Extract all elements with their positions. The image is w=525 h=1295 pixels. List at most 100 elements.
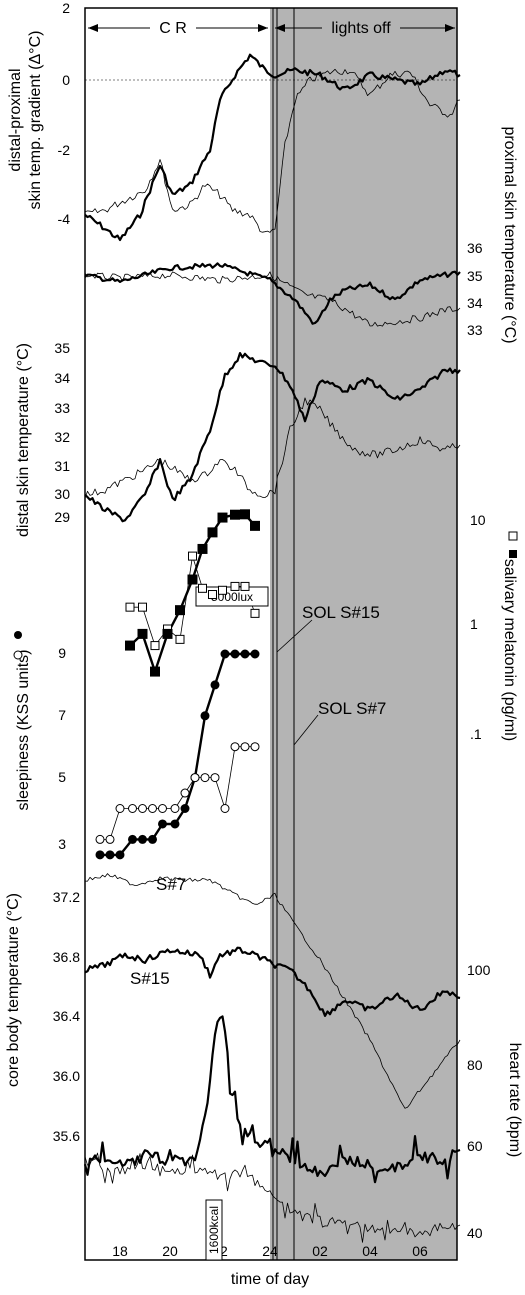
s15-point [220, 649, 230, 659]
heart-axis-label: heart rate (bpm) [506, 1043, 523, 1158]
core-s15-trace [84, 946, 461, 1017]
melatonin-filled-legend-marker [509, 550, 517, 558]
gradient-tick-m4: -4 [58, 211, 71, 227]
gradient-s15-trace [84, 53, 461, 242]
heart-tick-40: 40 [467, 1225, 483, 1241]
gradient-tick-2: 2 [62, 0, 70, 16]
s15-point [240, 649, 250, 659]
proximal-s15-trace [84, 262, 461, 325]
s15-point [128, 834, 137, 844]
s7-line [100, 746, 255, 840]
s15-line [100, 652, 255, 857]
x-axis-label: time of day [231, 1271, 309, 1288]
s15-point [95, 850, 105, 860]
kss-left-ticks: 9 7 5 3 [58, 645, 66, 852]
heart-tick-100: 100 [467, 962, 491, 978]
x-tick-02: 02 [312, 1243, 328, 1259]
gradient-left-ticks: 2 0 -2 -4 [58, 0, 71, 227]
s15-point [138, 834, 147, 844]
s7-point [170, 804, 180, 813]
x-tick-20: 20 [162, 1243, 178, 1259]
core-tick-36.0: 36.0 [53, 1068, 80, 1084]
s15-point [148, 834, 157, 844]
kcal-box [205, 1199, 223, 1261]
heart-tick-80: 80 [467, 1057, 483, 1073]
kss-axis-label: sleepiness (KSS units) [15, 650, 32, 811]
s7-point [240, 742, 250, 752]
s7melatonin-point [138, 602, 147, 612]
gradient-s7-trace [84, 68, 461, 233]
s15melatonin-point [197, 543, 208, 554]
sol15-label: SOL S#15 [302, 603, 380, 622]
lights-off-region [270, 8, 457, 1260]
core-tick-37.2: 37.2 [53, 889, 80, 905]
kss-tick-5: 5 [58, 769, 66, 785]
sol7-label: SOL S#7 [318, 699, 386, 718]
x-tick-06: 06 [412, 1243, 428, 1259]
proximal-tick-34: 34 [467, 295, 483, 311]
kss-tick-3: 3 [58, 836, 66, 852]
s15melatonin-point [230, 509, 240, 520]
distal-tick-34: 34 [54, 370, 70, 386]
heart-s7-trace [84, 1152, 461, 1243]
gradient-axis-label-2: skin temp. gradient (Δ°C) [27, 31, 44, 210]
gradient-axis-label-1: distal-proximal [7, 68, 24, 171]
s7-point [190, 773, 200, 783]
kss-tick-9: 9 [58, 645, 66, 661]
lux-label: 5000lux [211, 590, 253, 604]
s7melatonin-point [240, 581, 250, 591]
s7-label: S#7 [156, 875, 186, 894]
melatonin-open-legend-marker [508, 531, 518, 541]
x-tick-04: 04 [362, 1243, 378, 1259]
core-s7-trace [84, 873, 461, 1109]
distal-tick-31: 31 [54, 458, 70, 474]
s7-point [128, 804, 137, 813]
heart-tick-60: 60 [467, 1138, 483, 1154]
melatonin-right-ticks: 10 1 .1 [470, 512, 486, 742]
distal-tick-30: 30 [54, 486, 70, 502]
s7melatonin-point [218, 585, 227, 595]
s15-point [250, 649, 260, 659]
s15melatonin-point [162, 628, 173, 639]
s7melatonin-point [198, 583, 207, 593]
s7melatonin-point [150, 641, 160, 651]
x-tick-18: 18 [112, 1243, 128, 1259]
cr-label: C R [159, 20, 187, 37]
proximal-axis-label: proximal skin temperature (°C) [501, 126, 518, 343]
proximal-tick-35: 35 [467, 268, 483, 284]
proximal-tick-33: 33 [467, 322, 483, 338]
s7-point [220, 804, 230, 813]
markers [95, 509, 260, 860]
proximal-right-ticks: 36 35 34 33 [467, 240, 483, 338]
kss-tick-7: 7 [58, 707, 66, 723]
s15-point [200, 711, 210, 721]
s7-point [105, 834, 115, 844]
s7melatonin-point [230, 581, 240, 591]
s15melatonin-point [217, 512, 228, 523]
s15melatonin-point [207, 527, 218, 538]
s7-point [250, 742, 260, 752]
plot-frame [84, 7, 458, 1261]
proximal-tick-36: 36 [467, 240, 483, 256]
s7-point [138, 804, 147, 813]
distal-tick-32: 32 [54, 429, 70, 445]
x-tick-24: 24 [262, 1243, 278, 1259]
x-ticks: 18 20 22 24 02 04 06 [112, 1243, 428, 1259]
s7-point [200, 773, 210, 783]
s15-point [115, 850, 125, 860]
s7melatonin-point [125, 602, 135, 612]
s15-label: S#15 [130, 969, 170, 988]
gradient-tick-0: 0 [62, 72, 70, 88]
s15melatonin-point [250, 520, 260, 531]
s15melatonin-point [187, 574, 198, 585]
s7melatonin-point [208, 590, 217, 600]
s7-point [115, 804, 125, 813]
s15-point [210, 680, 220, 690]
distal-tick-33: 33 [54, 400, 70, 416]
core-tick-36.8: 36.8 [53, 949, 80, 965]
heart-right-ticks: 100 80 60 40 [467, 962, 491, 1241]
kss-filled-legend-marker [14, 631, 22, 639]
s15melatonin-point [150, 666, 160, 677]
s15melatonin-point [137, 628, 148, 639]
melatonin-tick-10: 10 [470, 512, 486, 528]
